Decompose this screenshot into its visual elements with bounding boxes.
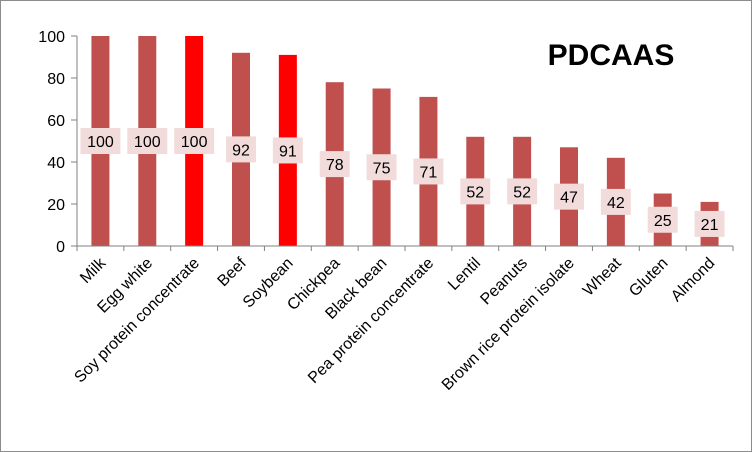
data-label: 21 bbox=[701, 217, 719, 234]
data-labels: 100 100 100 92 91 78 75 71 52 52 47 42 25 21 bbox=[80, 128, 725, 237]
data-label: 25 bbox=[654, 213, 672, 230]
data-label: 100 bbox=[181, 134, 208, 151]
y-axis: 0 20 40 60 80 100 bbox=[38, 29, 78, 256]
x-category-label: Wheat bbox=[580, 254, 625, 299]
data-label-box bbox=[413, 158, 444, 185]
y-tick-label: 80 bbox=[47, 71, 65, 88]
data-label: 52 bbox=[513, 184, 531, 201]
data-label-box bbox=[127, 128, 168, 154]
data-label-box bbox=[647, 206, 678, 233]
data-label-box bbox=[460, 178, 491, 205]
x-category-label: Gluten bbox=[626, 255, 671, 300]
chart-title: PDCAAS bbox=[548, 39, 675, 72]
data-label-box bbox=[319, 151, 350, 178]
y-tick-label: 40 bbox=[47, 155, 65, 172]
data-label: 91 bbox=[279, 143, 297, 160]
data-label: 100 bbox=[87, 134, 114, 151]
data-label: 92 bbox=[232, 142, 250, 159]
data-label-box bbox=[554, 183, 584, 210]
data-label: 47 bbox=[560, 190, 578, 207]
y-tick-label: 0 bbox=[56, 239, 65, 256]
data-label-box bbox=[507, 178, 538, 205]
data-label: 42 bbox=[607, 195, 625, 212]
x-category-label: Lentil bbox=[445, 255, 484, 294]
data-label-box bbox=[80, 128, 121, 154]
x-category-label: Almond bbox=[668, 255, 718, 305]
data-label-box bbox=[600, 188, 631, 215]
data-label-box bbox=[226, 136, 256, 163]
data-label: 75 bbox=[373, 160, 391, 177]
x-category-label: Milk bbox=[77, 254, 110, 287]
data-label: 52 bbox=[466, 184, 484, 201]
data-label: 78 bbox=[326, 157, 344, 174]
data-label-box bbox=[174, 128, 215, 154]
data-label-box bbox=[366, 154, 397, 181]
data-label-box bbox=[272, 137, 303, 164]
x-category-label: Beef bbox=[215, 254, 251, 290]
y-tick-label: 100 bbox=[38, 29, 65, 46]
data-label: 71 bbox=[420, 164, 438, 181]
data-label: 100 bbox=[134, 134, 161, 151]
data-label-box bbox=[694, 210, 725, 237]
y-tick-label: 20 bbox=[47, 197, 65, 214]
y-tick-label: 60 bbox=[47, 113, 65, 130]
